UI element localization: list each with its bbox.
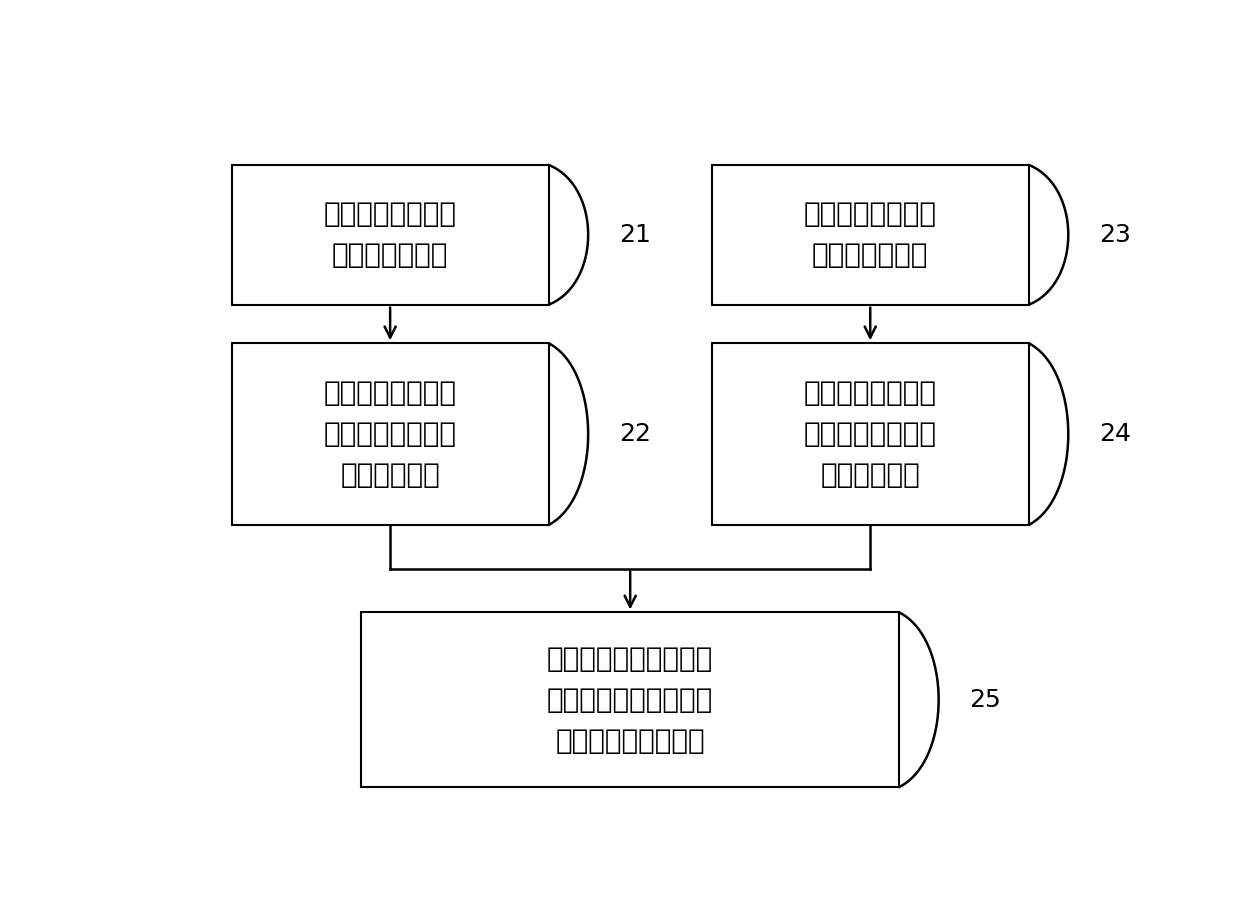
FancyBboxPatch shape xyxy=(711,343,1028,525)
Text: 22: 22 xyxy=(618,422,650,446)
Text: 利用第一随机信号
生成第一种子数: 利用第一随机信号 生成第一种子数 xyxy=(323,200,457,270)
Text: 将第一随机数和第二随
机数进行设定运算以得
到需要的目标随机数: 将第一随机数和第二随 机数进行设定运算以得 到需要的目标随机数 xyxy=(548,645,714,755)
Text: 21: 21 xyxy=(618,222,650,247)
Text: 25: 25 xyxy=(969,687,1001,712)
FancyBboxPatch shape xyxy=(711,165,1028,305)
FancyBboxPatch shape xyxy=(232,343,549,525)
FancyBboxPatch shape xyxy=(232,165,549,305)
FancyBboxPatch shape xyxy=(362,612,900,787)
Text: 24: 24 xyxy=(1099,422,1131,446)
Text: 将第二种子数进行
第二设定运算以得
到第二随机数: 将第二种子数进行 第二设定运算以得 到第二随机数 xyxy=(804,379,937,489)
Text: 将第一种子数进行
第一设定运算以得
到第一随机数: 将第一种子数进行 第一设定运算以得 到第一随机数 xyxy=(323,379,457,489)
Text: 利用第二随机信号
生成第二种子数: 利用第二随机信号 生成第二种子数 xyxy=(804,200,937,270)
Text: 23: 23 xyxy=(1099,222,1131,247)
